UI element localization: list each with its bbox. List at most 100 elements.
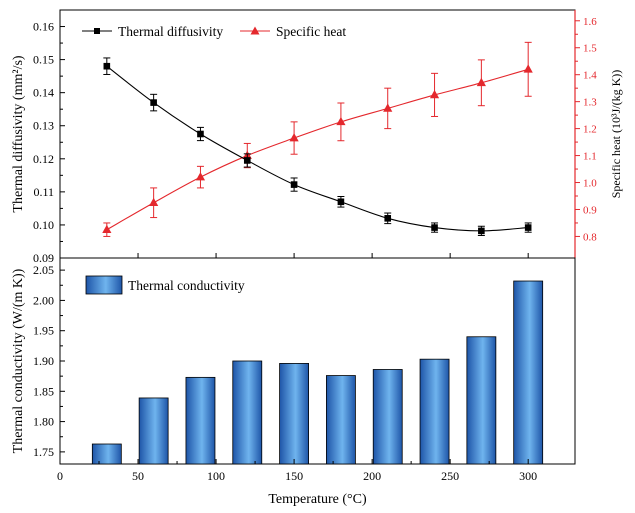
diffusivity-marker	[478, 227, 485, 235]
bottom-left-tick-label: 1.95	[33, 324, 54, 338]
specific-heat-point	[476, 59, 486, 107]
bottom-plot-marks	[91, 280, 544, 465]
bottom-x-axis: 0 50 100 150 200 250 300	[57, 459, 537, 483]
specific-heat-point	[102, 222, 112, 237]
diffusivity-point	[103, 57, 111, 75]
diffusivity-marker	[103, 62, 111, 70]
diffusivity-marker	[197, 130, 204, 138]
x-tick-label: 50	[132, 469, 144, 483]
top-legend: Thermal diffusivity Specific heat	[82, 24, 346, 39]
top-left-axis: 0.09 0.10 0.11 0.12 0.13 0.14 0.15 0.16	[33, 20, 65, 265]
top-right-tick-label: 1.6	[583, 16, 597, 28]
diffusivity-marker	[150, 99, 157, 106]
conductivity-bar	[326, 375, 356, 465]
top-left-tick-label: 0.16	[33, 20, 54, 34]
x-tick-label: 0	[57, 469, 63, 483]
conductivity-bar	[466, 336, 497, 465]
x-tick-label: 200	[363, 469, 381, 483]
legend-triangle-marker	[250, 26, 260, 35]
specific-heat-point	[523, 41, 533, 97]
specific-heat-line	[106, 68, 529, 231]
diffusivity-point	[477, 225, 485, 237]
specific-heat-point	[429, 72, 440, 117]
specific-heat-point	[336, 102, 346, 142]
diffusivity-point	[243, 153, 251, 168]
conductivity-bar	[138, 397, 169, 465]
diffusivity-marker	[290, 181, 298, 188]
top-left-tick-label: 0.13	[33, 119, 54, 133]
specific-heat-marker	[523, 64, 533, 73]
top-plot-marks	[102, 41, 533, 237]
top-right-tick-label: 1.2	[583, 124, 597, 136]
bottom-left-tick-label: 2.05	[33, 263, 54, 277]
legend-diffusivity-label: Thermal diffusivity	[118, 24, 223, 39]
legend-square-marker	[94, 28, 100, 34]
diffusivity-point	[150, 93, 158, 112]
top-left-tick-label: 0.15	[33, 53, 54, 67]
specific-heat-marker	[429, 89, 440, 99]
conductivity-bar	[279, 363, 309, 465]
legend-specific-heat-label: Specific heat	[276, 24, 346, 39]
top-right-tick-label: 1.3	[583, 97, 597, 109]
diffusivity-marker	[431, 224, 438, 231]
top-right-tick-label: 1.5	[583, 43, 597, 55]
bottom-left-axis: 1.75 1.80 1.85 1.90 1.95 2.00 2.05	[33, 263, 65, 459]
conductivity-bar	[232, 360, 263, 465]
conductivity-bar	[185, 376, 216, 465]
x-axis-title: Temperature (°C)	[268, 492, 367, 507]
specific-heat-point	[195, 165, 206, 189]
specific-heat-point	[149, 187, 159, 219]
bottom-panel: 1.75 1.80 1.85 1.90 1.95 2.00 2.05 0 50 100 150 20…	[11, 257, 576, 507]
legend-diffusivity: Thermal diffusivity	[82, 24, 223, 39]
bottom-left-axis-title: Thermal conductivity (W/(m K))	[11, 268, 26, 453]
specific-heat-point	[383, 87, 393, 130]
bottom-left-tick-label: 1.75	[33, 445, 54, 459]
top-left-axis-title: Thermal diffusivity (mm²/s)	[11, 55, 26, 212]
specific-heat-marker	[102, 224, 112, 233]
bottom-left-tick-label: 2.00	[33, 293, 54, 307]
top-right-tick-label: 0.9	[583, 204, 597, 216]
top-right-tick-label: 0.8	[583, 231, 597, 243]
diffusivity-marker	[524, 224, 532, 231]
top-right-axis-title: Specific heat (10³J/(kg K))	[609, 70, 623, 199]
diffusivity-point	[337, 195, 345, 208]
specific-heat-marker	[336, 116, 346, 126]
top-left-tick-label: 0.11	[33, 185, 54, 199]
bottom-left-tick-label: 1.85	[33, 384, 54, 398]
top-right-tick-label: 1.1	[583, 151, 597, 163]
specific-heat-marker	[289, 133, 299, 142]
legend-bar-swatch	[85, 275, 123, 295]
bottom-legend: Thermal conductivity	[85, 275, 245, 295]
conductivity-bar	[91, 443, 122, 465]
bottom-left-tick-label: 1.90	[33, 354, 54, 368]
top-right-tick-label: 1.4	[583, 70, 597, 82]
top-left-tick-label: 0.14	[33, 86, 54, 100]
diffusivity-line	[106, 65, 529, 232]
top-left-tick-label: 0.12	[33, 152, 54, 166]
top-right-axis: 0.8 0.9 1.0 1.1 1.2 1.3 1.4 1.5 1.6	[574, 10, 597, 258]
legend-conductivity-label: Thermal conductivity	[128, 278, 245, 293]
diffusivity-point	[384, 212, 392, 225]
diffusivity-marker	[243, 157, 251, 164]
top-x-ticks	[59, 253, 529, 258]
diffusivity-point	[290, 177, 298, 192]
x-tick-label: 300	[519, 469, 537, 483]
conductivity-bar	[372, 369, 403, 465]
x-tick-label: 100	[207, 469, 225, 483]
diffusivity-point	[431, 222, 439, 233]
top-left-tick-label: 0.09	[33, 251, 54, 265]
diffusivity-marker	[384, 215, 392, 222]
bottom-left-tick-label: 1.80	[33, 415, 54, 429]
top-plot-frame	[59, 9, 576, 259]
specific-heat-marker	[383, 103, 393, 112]
legend-specific-heat: Specific heat	[240, 24, 346, 39]
diffusivity-point	[196, 126, 204, 142]
top-left-tick-label: 0.10	[33, 218, 54, 232]
specific-heat-marker	[195, 172, 206, 181]
diffusivity-point	[524, 222, 532, 233]
specific-heat-marker	[476, 77, 486, 87]
diffusivity-marker	[337, 198, 345, 206]
conductivity-bar	[419, 358, 450, 465]
specific-heat-marker	[149, 197, 159, 207]
